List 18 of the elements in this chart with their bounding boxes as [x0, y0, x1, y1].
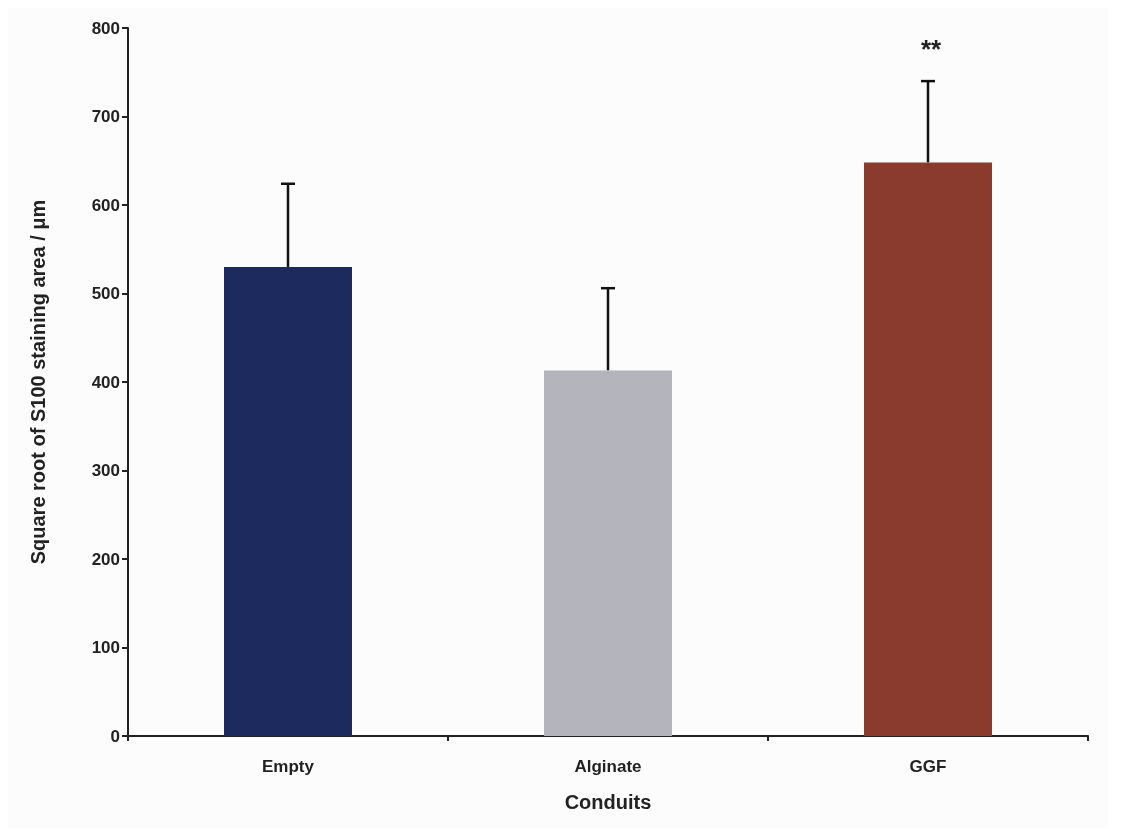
y-tick-label: 600: [91, 195, 120, 215]
y-tick-label: 700: [91, 107, 120, 126]
y-tick-label: 200: [91, 549, 120, 569]
y-tick-label: 500: [91, 284, 120, 303]
annotation: **: [921, 34, 943, 64]
y-tick-label: 800: [91, 18, 120, 38]
bar: [224, 266, 352, 736]
x-tick-label: Alginate: [574, 757, 642, 776]
x-tick-label: GGF: [909, 757, 947, 776]
y-tick-label: 300: [91, 461, 120, 480]
y-tick-label: 0: [110, 726, 120, 746]
y-axis-title: Square root of S100 staining area / μm: [27, 199, 49, 565]
bar: [864, 162, 992, 736]
bar: [544, 370, 672, 736]
x-axis-title: Conduits: [564, 791, 652, 813]
x-tick-label: Empty: [262, 757, 315, 776]
y-tick-label: 400: [91, 372, 120, 392]
y-tick-label: 100: [91, 638, 120, 657]
